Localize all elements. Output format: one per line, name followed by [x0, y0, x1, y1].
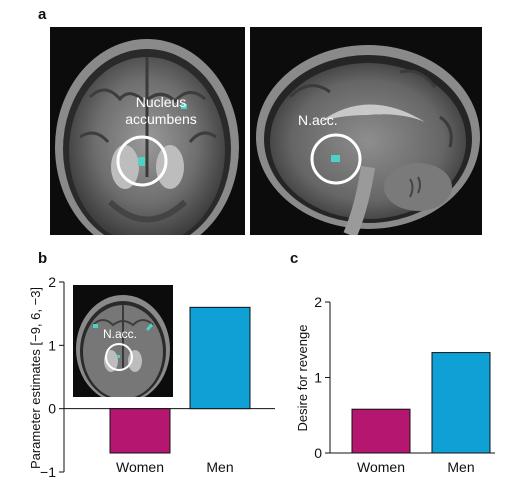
- panel-letter-b: b: [38, 250, 48, 267]
- sagittal-brain-image: [250, 27, 482, 235]
- nacc-inset-label: N.acc.: [103, 327, 138, 341]
- nucleus-accumbens-label: Nucleus accumbens: [125, 94, 197, 127]
- activation-spot: [93, 324, 98, 328]
- chart-b-bar-men: [189, 306, 251, 410]
- sagittal-brain-scan: N.acc.: [250, 27, 482, 235]
- chart-b-ylabel: Parameter estimates [−9, 6, −3]: [28, 287, 43, 469]
- chart-c-bar-women: [351, 408, 411, 454]
- roi-circle: [310, 133, 362, 185]
- coronal-brain-image: [50, 27, 245, 235]
- chart-b-bar-women: [109, 408, 171, 454]
- chart-b-y-tick-label: −1: [40, 464, 56, 480]
- chart-c-ylabel: Desire for revenge: [295, 325, 310, 432]
- chart-c-bar-men: [431, 352, 491, 454]
- chart-c-y-tick-label: 0: [314, 445, 322, 461]
- roi-circle: [105, 343, 133, 371]
- chart-b-y-tick-label: 2: [48, 274, 56, 290]
- nacc-sagittal-label: N.acc.: [298, 112, 338, 128]
- coronal-brain-scan: Nucleus accumbens: [50, 27, 245, 235]
- chart-b-category-label: Women: [116, 459, 164, 475]
- activation-spot: [138, 157, 145, 166]
- chart-c-y-tick-label: 2: [314, 294, 322, 310]
- inset-brain-image: [73, 285, 173, 397]
- inset-coronal-scan: N.acc.: [73, 285, 173, 397]
- panel-letter-a: a: [38, 6, 47, 23]
- activation-spot: [117, 355, 120, 358]
- activation-spot: [146, 323, 153, 331]
- chart-b-y-tick-label: 0: [48, 401, 56, 417]
- chart-c-y-tick-label: 1: [314, 370, 322, 386]
- chart-c-category-label: Women: [357, 459, 405, 475]
- roi-circle: [116, 135, 168, 187]
- chart-b-y-tick-label: 1: [48, 337, 56, 353]
- activation-spot: [181, 104, 187, 109]
- chart-c-category-label: Men: [447, 459, 474, 475]
- panel-letter-c: c: [290, 250, 299, 267]
- chart-b-category-label: Men: [206, 459, 233, 475]
- activation-spot: [331, 155, 340, 162]
